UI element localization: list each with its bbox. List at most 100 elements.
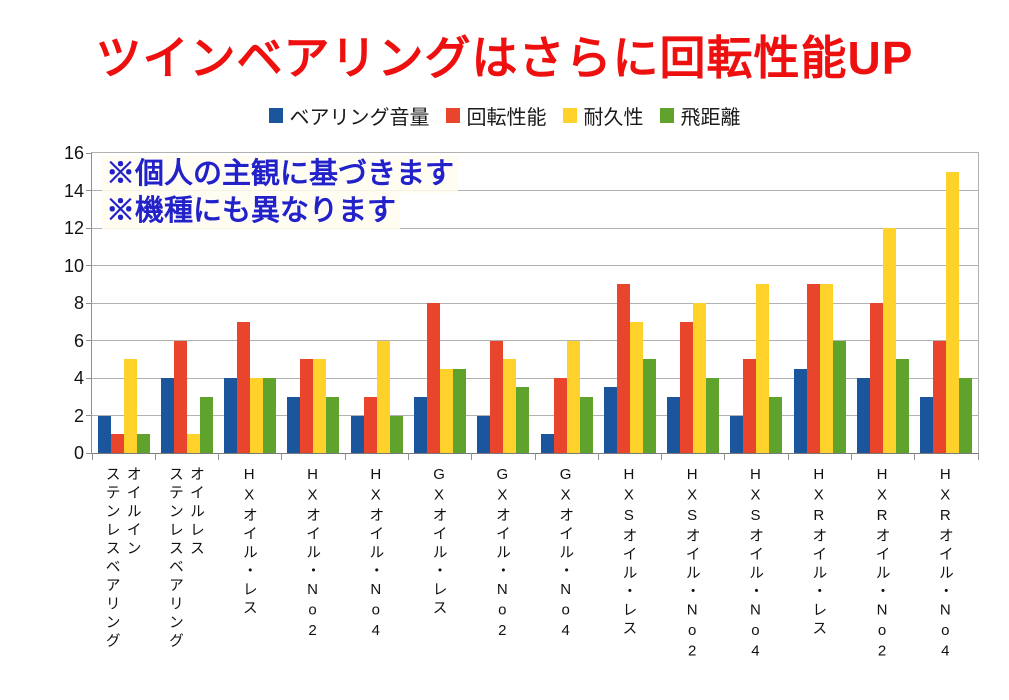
bar-series3-cat4 xyxy=(313,359,327,453)
y-tick-label: 4 xyxy=(73,368,84,388)
category-label: HXオイル・レス xyxy=(240,466,258,618)
bars-row xyxy=(92,153,978,453)
legend-swatch-icon xyxy=(659,108,674,123)
y-axis-tick xyxy=(86,340,91,341)
x-axis-tick xyxy=(281,453,283,460)
bar-group xyxy=(92,153,155,453)
bar-series4-cat13 xyxy=(896,359,910,453)
y-axis-tick xyxy=(86,377,91,379)
category-label: HXSオイル・No2 xyxy=(683,466,701,663)
bar-group xyxy=(282,153,345,453)
bar-series4-cat14 xyxy=(959,378,973,453)
bar-group xyxy=(915,153,978,453)
bar-series2-cat12 xyxy=(806,284,820,453)
bar-series4-cat1 xyxy=(136,434,150,453)
bar-series2-cat1 xyxy=(110,434,124,453)
bar-group xyxy=(851,153,914,453)
x-axis-tick xyxy=(154,453,156,460)
category-label: GXオイル・レス xyxy=(430,466,448,618)
bar-series3-cat9 xyxy=(629,321,643,453)
legend-swatch-icon xyxy=(562,108,577,123)
category-label: HXオイル・No4 xyxy=(367,466,385,643)
bar-series4-cat4 xyxy=(326,396,340,453)
category-label-cell: HXRオイル・レス xyxy=(787,466,850,696)
plot-area: ※個人の主観に基づきます ※機種にも異なります 0 2 4 6 8 10 12 14 16 xyxy=(64,143,979,463)
bar-series1-cat9 xyxy=(603,387,617,453)
x-axis-tick xyxy=(91,453,93,460)
bar-series1-cat7 xyxy=(477,415,491,453)
category-label: HXRオイル・No2 xyxy=(873,466,891,663)
bar-series1-cat13 xyxy=(857,378,871,453)
bar-series3-cat12 xyxy=(819,284,833,453)
category-label-cell: HXSオイル・No4 xyxy=(724,466,787,696)
annotation-line-1: ※個人の主観に基づきます xyxy=(102,156,459,193)
bar-group xyxy=(472,153,535,453)
bar-series2-cat8 xyxy=(553,378,567,453)
legend-label: ベアリング音量 xyxy=(289,107,430,129)
category-label-cell: HXSオイル・No2 xyxy=(661,466,724,696)
bar-series4-cat6 xyxy=(453,368,467,453)
bar-group xyxy=(408,153,471,453)
bar-series1-cat6 xyxy=(414,396,428,453)
category-label-cell: オイルレス ステンレスベアリング xyxy=(154,466,217,696)
y-axis-tick xyxy=(86,152,91,154)
bar-series3-cat13 xyxy=(883,228,897,453)
bar-series3-cat8 xyxy=(566,340,580,453)
y-axis-tick xyxy=(86,227,91,229)
category-label-cell: オイルイン ステンレスベアリング xyxy=(91,466,154,696)
category-label: GXオイル・No4 xyxy=(557,466,575,643)
bar-series1-cat8 xyxy=(540,434,554,453)
y-tick-label: 0 xyxy=(73,443,84,463)
gridline xyxy=(92,415,978,416)
x-axis-tick xyxy=(724,453,726,460)
bar-series1-cat2 xyxy=(160,378,174,453)
y-tick-label: 8 xyxy=(73,293,84,313)
bar-series1-cat4 xyxy=(287,396,301,453)
bar-series4-cat5 xyxy=(389,415,403,453)
x-axis-tick xyxy=(534,453,536,460)
bar-series2-cat14 xyxy=(933,340,947,453)
y-axis-tick xyxy=(86,302,91,304)
chart-title: ツインベアリングはさらに回転性能UP xyxy=(95,32,914,84)
x-axis-tick xyxy=(218,453,220,460)
bar-series3-cat6 xyxy=(440,368,454,453)
category-label-cell: GXオイル・No2 xyxy=(471,466,534,696)
legend-item: 飛距離 xyxy=(659,101,741,130)
x-axis-tick xyxy=(407,453,409,460)
category-label-cell: HXオイル・No2 xyxy=(281,466,344,696)
x-axis-tick xyxy=(914,453,916,460)
x-axis-tick xyxy=(787,453,789,460)
bar-series4-cat2 xyxy=(199,396,213,453)
category-label: GXオイル・No2 xyxy=(493,466,511,643)
bar-series4-cat11 xyxy=(769,396,783,453)
bar-series2-cat11 xyxy=(743,359,757,453)
bar-group xyxy=(219,153,282,453)
gridline xyxy=(92,377,978,379)
bar-series1-cat1 xyxy=(97,415,111,453)
legend-label: 耐久性 xyxy=(583,107,644,129)
legend: ベアリング音量 回転性能 耐久性 飛距離 xyxy=(0,101,1009,130)
bar-series1-cat5 xyxy=(350,415,364,453)
legend-swatch-icon xyxy=(268,108,283,123)
bar-series4-cat7 xyxy=(516,387,530,453)
legend-item: ベアリング音量 xyxy=(268,101,430,130)
bar-group xyxy=(155,153,218,453)
category-label-cell: HXRオイル・No2 xyxy=(850,466,913,696)
y-tick-label: 6 xyxy=(73,330,84,351)
category-label: HXSオイル・No4 xyxy=(746,466,764,663)
category-label-cell: GXオイル・レス xyxy=(407,466,470,696)
bar-series2-cat3 xyxy=(237,321,251,453)
legend-label: 回転性能 xyxy=(466,107,547,129)
category-label-cell: GXオイル・No4 xyxy=(534,466,597,696)
gridline xyxy=(92,227,978,229)
y-tick-label: 14 xyxy=(63,180,84,201)
gridline xyxy=(92,265,978,266)
category-label: オイルレス ステンレスベアリング xyxy=(166,466,205,651)
bar-group xyxy=(725,153,788,453)
bar-group xyxy=(535,153,598,453)
bar-series3-cat7 xyxy=(503,359,517,453)
bar-series1-cat11 xyxy=(730,415,744,453)
bar-group xyxy=(662,153,725,453)
category-label-cell: HXSオイル・レス xyxy=(597,466,660,696)
